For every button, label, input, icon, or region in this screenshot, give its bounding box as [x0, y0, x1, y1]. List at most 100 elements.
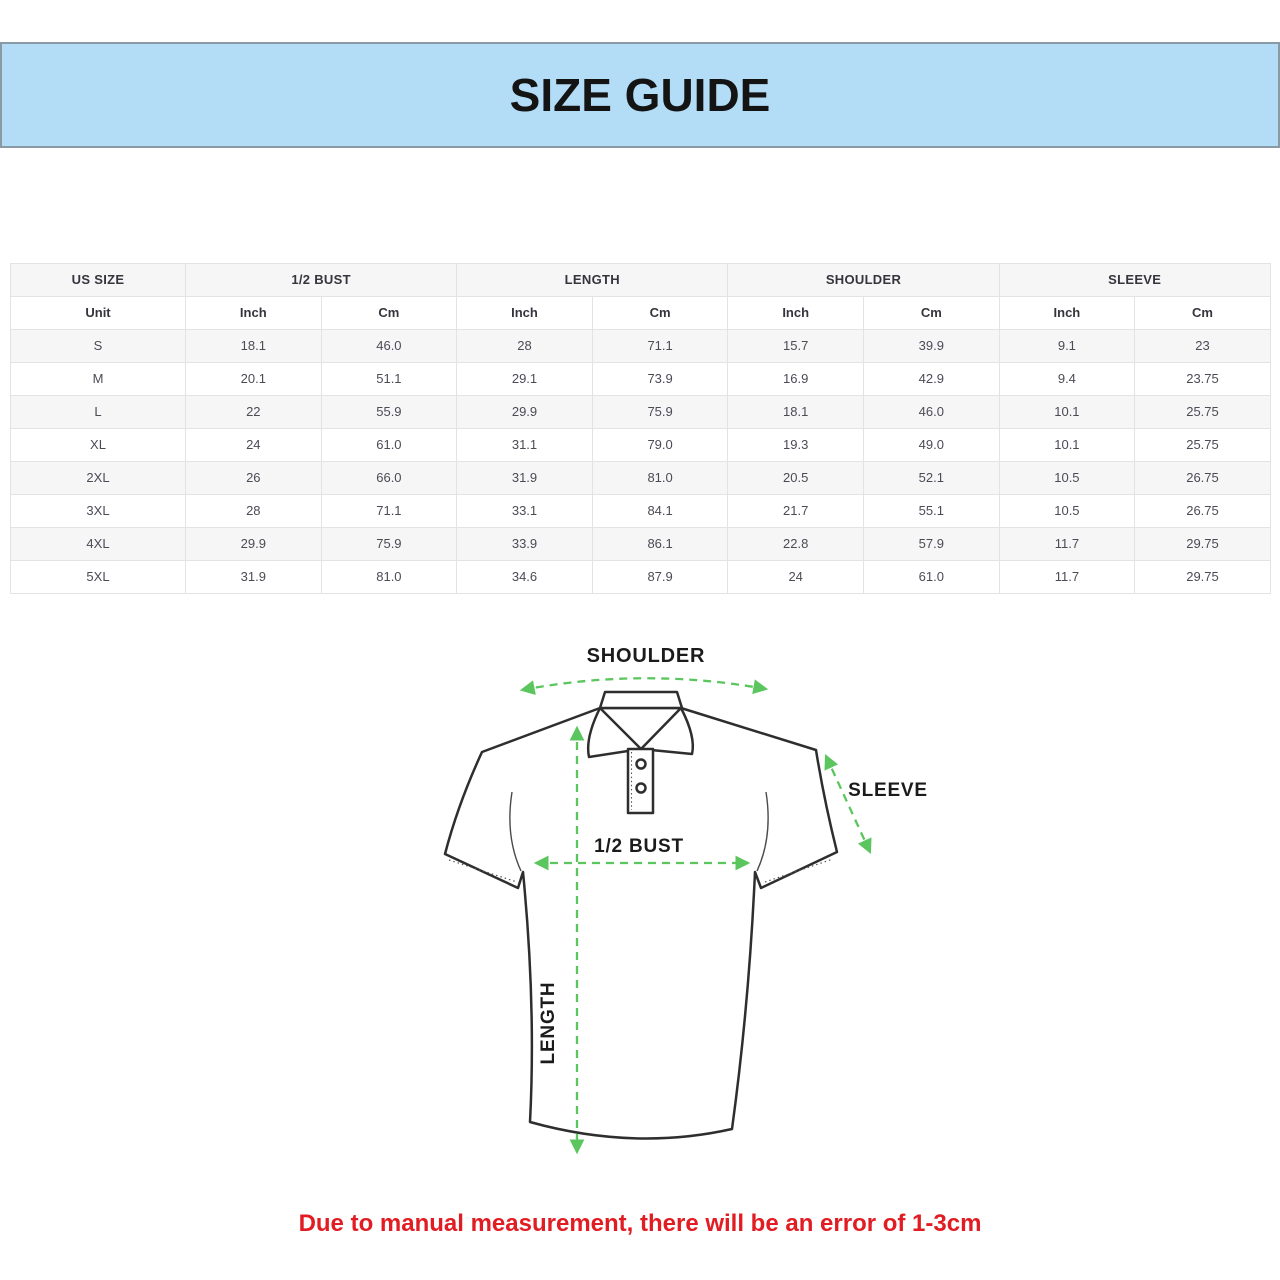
size-cell: 5XL — [10, 560, 186, 594]
table-row: 5XL 31.9 81.0 34.6 87.9 24 61.0 11.7 29.75 — [10, 560, 1271, 594]
page-title: SIZE GUIDE — [509, 69, 771, 121]
collar-right-wing — [639, 706, 695, 756]
value-cell: 31.9 — [456, 461, 593, 495]
value-cell: 22 — [185, 395, 322, 429]
value-cell: 61.0 — [320, 428, 458, 462]
value-cell: 29.75 — [1134, 527, 1271, 561]
value-cell: 26 — [185, 461, 322, 495]
column-header-shoulder: SHOULDER — [727, 263, 1000, 297]
value-cell: 29.1 — [456, 362, 593, 396]
size-cell: S — [10, 329, 186, 363]
value-cell: 10.5 — [998, 494, 1136, 528]
value-cell: 18.1 — [727, 395, 864, 429]
value-cell: 25.75 — [1134, 428, 1271, 462]
shoulder-measure-arrow — [519, 677, 769, 695]
value-cell: 31.1 — [456, 428, 593, 462]
collar-left-wing — [586, 706, 643, 759]
length-label: LENGTH — [538, 982, 559, 1065]
value-cell: 20.1 — [185, 362, 322, 396]
value-cell: 26.75 — [1134, 494, 1271, 528]
value-cell: 22.8 — [727, 527, 864, 561]
table-row: L 22 55.9 29.9 75.9 18.1 46.0 10.1 25.75 — [10, 395, 1271, 429]
table-row: XL 24 61.0 31.1 79.0 19.3 49.0 10.1 25.75 — [10, 428, 1271, 462]
unit-header: Cm — [320, 296, 458, 330]
value-cell: 46.0 — [320, 329, 458, 363]
value-cell: 23 — [1134, 329, 1271, 363]
value-cell: 33.9 — [456, 527, 593, 561]
value-cell: 20.5 — [727, 461, 864, 495]
value-cell: 55.1 — [862, 494, 1000, 528]
size-cell: 2XL — [10, 461, 186, 495]
size-cell: 3XL — [10, 494, 186, 528]
collar-band — [598, 690, 684, 710]
column-header-half-bust: 1/2 BUST — [184, 263, 458, 297]
right-armhole-seam — [756, 791, 769, 872]
size-guide-banner: SIZE GUIDE — [0, 42, 1280, 148]
value-cell: 39.9 — [862, 329, 1000, 363]
value-cell: 15.7 — [727, 329, 864, 363]
value-cell: 24 — [185, 428, 322, 462]
value-cell: 9.1 — [998, 329, 1136, 363]
value-cell: 49.0 — [862, 428, 1000, 462]
unit-header: Cm — [862, 296, 1000, 330]
value-cell: 84.1 — [591, 494, 729, 528]
unit-header: Inch — [727, 296, 864, 330]
value-cell: 31.9 — [185, 560, 322, 594]
value-cell: 86.1 — [591, 527, 729, 561]
value-cell: 81.0 — [591, 461, 729, 495]
value-cell: 29.75 — [1134, 560, 1271, 594]
value-cell: 10.1 — [998, 428, 1136, 462]
value-cell: 9.4 — [998, 362, 1136, 396]
bust-label: 1/2 BUST — [594, 836, 684, 857]
value-cell: 61.0 — [862, 560, 1000, 594]
value-cell: 23.75 — [1134, 362, 1271, 396]
value-cell: 10.1 — [998, 395, 1136, 429]
table-row: 2XL 26 66.0 31.9 81.0 20.5 52.1 10.5 26.75 — [10, 461, 1271, 495]
value-cell: 42.9 — [862, 362, 1000, 396]
value-cell: 29.9 — [185, 527, 322, 561]
table-unit-header-row: Unit Inch Cm Inch Cm Inch Cm Inch Cm — [10, 296, 1271, 330]
value-cell: 57.9 — [862, 527, 1000, 561]
unit-header: Unit — [10, 296, 186, 330]
value-cell: 28 — [185, 494, 322, 528]
unit-header: Inch — [998, 296, 1136, 330]
sleeve-label: SLEEVE — [848, 780, 928, 801]
size-table-body: S 18.1 46.0 28 71.1 15.7 39.9 9.1 23 M 20.1 51.1 29.… — [10, 329, 1271, 594]
unit-header: Inch — [456, 296, 593, 330]
left-sleeve-hem-stitch — [448, 859, 518, 883]
value-cell: 29.9 — [456, 395, 593, 429]
value-cell: 79.0 — [591, 428, 729, 462]
value-cell: 55.9 — [320, 395, 458, 429]
value-cell: 75.9 — [591, 395, 729, 429]
value-cell: 18.1 — [185, 329, 322, 363]
shoulder-label: SHOULDER — [587, 645, 706, 667]
table-row: M 20.1 51.1 29.1 73.9 16.9 42.9 9.4 23.75 — [10, 362, 1271, 396]
table-group-header-row: US SIZE 1/2 BUST LENGTH SHOULDER SLEEVE — [10, 263, 1271, 297]
value-cell: 11.7 — [998, 527, 1136, 561]
button — [635, 782, 647, 794]
sleeve-measure-arrow — [824, 753, 872, 855]
value-cell: 26.75 — [1134, 461, 1271, 495]
value-cell: 75.9 — [320, 527, 458, 561]
table-row: 4XL 29.9 75.9 33.9 86.1 22.8 57.9 11.7 29.75 — [10, 527, 1271, 561]
column-header-us-size: US SIZE — [10, 263, 186, 297]
value-cell: 33.1 — [456, 494, 593, 528]
shirt-measurement-diagram: SHOULDER SLEEVE 1/2 BUST LENGTH — [420, 640, 940, 1200]
value-cell: 34.6 — [456, 560, 593, 594]
value-cell: 81.0 — [320, 560, 458, 594]
value-cell: 19.3 — [727, 428, 864, 462]
value-cell: 24 — [727, 560, 864, 594]
value-cell: 66.0 — [320, 461, 458, 495]
value-cell: 46.0 — [862, 395, 1000, 429]
value-cell: 71.1 — [320, 494, 458, 528]
measurement-error-note: Due to manual measurement, there will be… — [298, 1210, 982, 1237]
size-cell: M — [10, 362, 186, 396]
value-cell: 73.9 — [591, 362, 729, 396]
value-cell: 21.7 — [727, 494, 864, 528]
right-sleeve-hem-stitch — [764, 858, 834, 883]
left-armhole-seam — [509, 791, 522, 872]
polo-shirt-illustration: SHOULDER SLEEVE 1/2 BUST LENGTH — [443, 645, 928, 1155]
value-cell: 51.1 — [320, 362, 458, 396]
size-cell: XL — [10, 428, 186, 462]
